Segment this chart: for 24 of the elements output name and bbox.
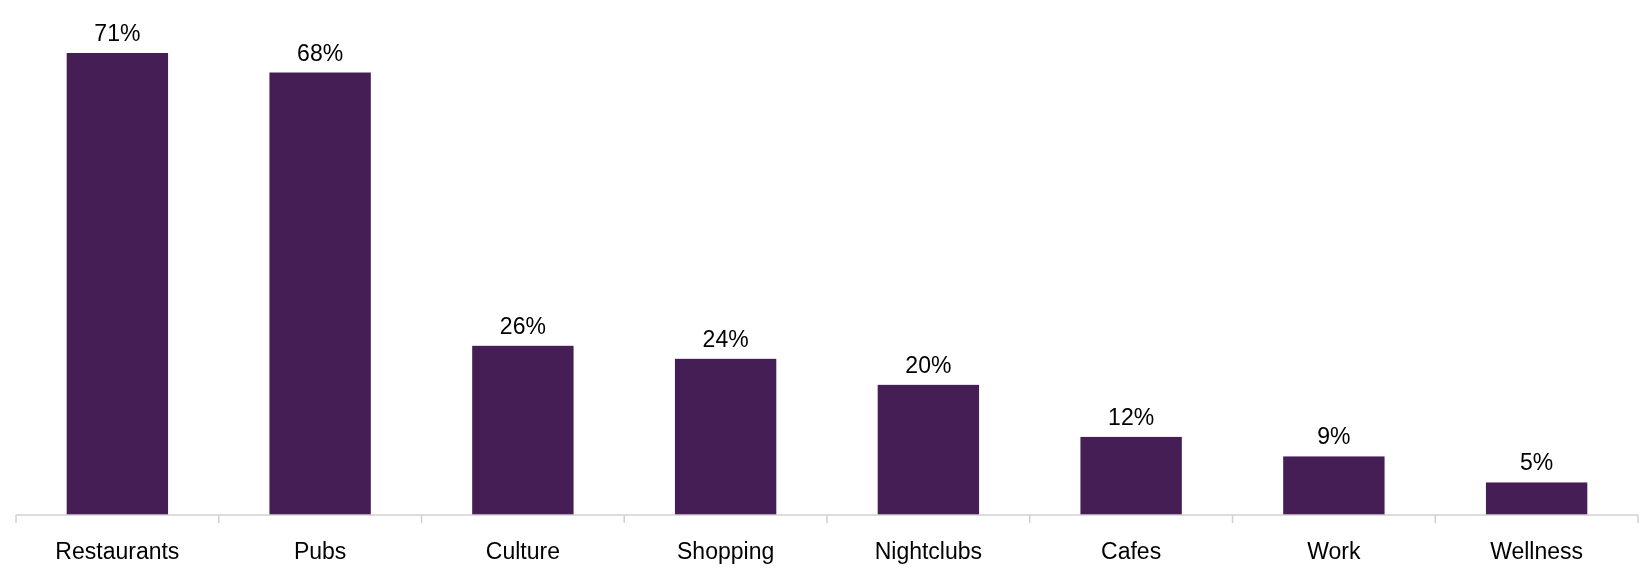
data-label: 5% <box>1520 449 1554 476</box>
data-label: 26% <box>499 312 546 339</box>
x-tick-label: Restaurants <box>55 538 180 564</box>
bar <box>674 358 777 515</box>
bar <box>472 345 574 515</box>
data-label: 9% <box>1317 423 1351 450</box>
bar <box>1485 482 1588 515</box>
x-tick-label: Nightclubs <box>874 538 983 564</box>
data-label: 24% <box>702 325 749 352</box>
x-tick-label: Culture <box>485 538 560 564</box>
x-tick-label: Wellness <box>1490 538 1584 564</box>
bar <box>1080 436 1182 515</box>
x-tick-label: Pubs <box>293 538 347 564</box>
x-tick-label: Shopping <box>677 538 775 564</box>
x-tick-label: Cafes <box>1101 538 1162 564</box>
bar <box>66 53 169 515</box>
bar <box>877 384 980 515</box>
bar <box>1283 456 1385 515</box>
data-label: 12% <box>1108 403 1155 430</box>
data-label: 68% <box>297 39 344 66</box>
bar <box>269 72 371 515</box>
data-label: 71% <box>94 20 141 46</box>
data-label: 20% <box>905 351 952 378</box>
x-tick-label: Work <box>1307 538 1361 564</box>
